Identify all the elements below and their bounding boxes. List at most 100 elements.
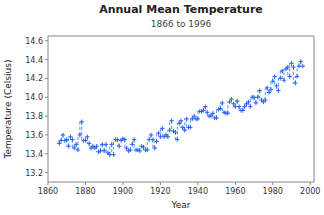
point xyxy=(280,69,284,73)
x-tick xyxy=(310,182,311,185)
needle xyxy=(81,122,82,141)
point xyxy=(289,61,293,65)
y-tick xyxy=(45,97,48,98)
point xyxy=(175,137,179,141)
point xyxy=(168,128,172,132)
point xyxy=(154,139,158,143)
point xyxy=(160,126,164,130)
point xyxy=(257,88,261,92)
point xyxy=(233,104,237,108)
x-tick-label: 2000 xyxy=(300,187,320,196)
y-tick-label: 13.8 xyxy=(25,112,43,121)
y-tick xyxy=(45,116,48,117)
title: Annual Mean Temperature xyxy=(99,3,263,16)
point xyxy=(108,152,112,156)
needle xyxy=(113,140,114,155)
axes: 1860188019001920194019601980200013.213.4… xyxy=(25,37,320,196)
x-tick xyxy=(122,182,123,185)
point xyxy=(158,135,162,139)
point xyxy=(102,149,106,153)
x-tick-label: 1960 xyxy=(225,187,245,196)
point xyxy=(151,137,155,141)
subtitle: 1866 to 1996 xyxy=(151,19,212,29)
point xyxy=(85,135,89,139)
point xyxy=(59,138,63,142)
y-tick xyxy=(45,153,48,154)
point xyxy=(130,142,134,146)
point xyxy=(271,79,275,83)
point xyxy=(235,99,239,103)
point xyxy=(226,111,230,115)
point xyxy=(173,130,177,134)
point xyxy=(70,137,74,141)
point xyxy=(188,125,192,129)
point xyxy=(256,95,260,99)
point xyxy=(282,78,286,82)
point xyxy=(74,142,78,146)
x-tick xyxy=(160,182,161,185)
needle xyxy=(77,135,78,150)
point xyxy=(218,106,222,110)
y-tick xyxy=(45,59,48,60)
chart: 1860188019001920194019601980200013.213.4… xyxy=(0,0,324,215)
point xyxy=(278,76,282,80)
point xyxy=(80,120,84,124)
x-axis-label: Year xyxy=(170,200,190,210)
point xyxy=(83,138,87,142)
x-tick-label: 1920 xyxy=(150,187,170,196)
point xyxy=(274,84,278,88)
y-tick xyxy=(45,134,48,135)
point xyxy=(179,119,183,123)
y-tick-label: 14.0 xyxy=(25,93,43,102)
y-tick xyxy=(45,40,48,41)
point xyxy=(100,142,104,146)
point xyxy=(211,111,215,115)
x-tick xyxy=(235,182,236,185)
point xyxy=(252,95,256,99)
point xyxy=(87,141,91,145)
point xyxy=(269,87,273,91)
y-tick-label: 14.4 xyxy=(25,56,43,65)
point xyxy=(299,59,303,63)
point xyxy=(65,137,69,141)
point xyxy=(203,104,207,108)
point xyxy=(205,110,209,114)
y-tick-label: 13.2 xyxy=(25,169,43,178)
point xyxy=(147,137,151,141)
point xyxy=(254,101,258,105)
plot-frame xyxy=(48,36,314,182)
point xyxy=(265,86,269,90)
point xyxy=(220,101,224,105)
x-tick xyxy=(48,182,49,185)
point xyxy=(301,64,305,68)
point xyxy=(287,74,291,78)
data xyxy=(57,59,305,157)
x-tick-label: 1940 xyxy=(188,187,208,196)
point xyxy=(241,108,245,112)
y-axis-label: Temperature (Celsius) xyxy=(3,60,13,160)
point xyxy=(286,65,290,69)
point xyxy=(98,149,102,153)
point xyxy=(111,152,115,156)
x-tick-label: 1880 xyxy=(75,187,95,196)
point xyxy=(166,135,170,139)
x-tick-label: 1900 xyxy=(113,187,133,196)
point xyxy=(104,142,108,146)
point xyxy=(153,146,157,150)
point xyxy=(272,74,276,78)
point xyxy=(109,142,113,146)
point xyxy=(297,64,301,68)
point xyxy=(78,133,82,137)
point xyxy=(128,148,132,152)
needle xyxy=(293,67,294,83)
point xyxy=(229,97,233,101)
point xyxy=(95,144,99,148)
point xyxy=(115,137,119,141)
point xyxy=(263,98,267,102)
point xyxy=(196,117,200,121)
point xyxy=(61,133,65,137)
x-tick xyxy=(272,182,273,185)
point xyxy=(201,108,205,112)
y-tick xyxy=(45,172,48,173)
y-tick-label: 14.2 xyxy=(25,74,43,83)
